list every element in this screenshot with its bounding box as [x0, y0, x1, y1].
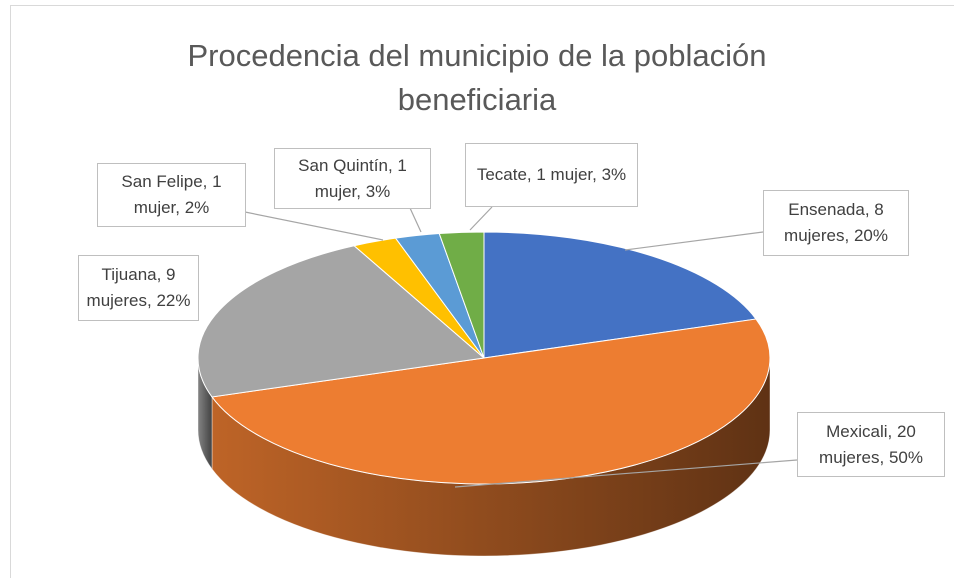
data-label: Tecate, 1 mujer, 3%	[465, 143, 638, 207]
chart-frame	[10, 5, 954, 578]
leader-line	[469, 206, 493, 231]
leader-line	[409, 207, 422, 233]
slice	[438, 231, 485, 359]
data-label: Ensenada, 8 mujeres, 20%	[763, 190, 909, 256]
leader-line	[454, 459, 798, 488]
leader-line	[624, 231, 764, 251]
leader-line	[244, 211, 384, 241]
data-label: Tijuana, 9 mujeres, 22%	[78, 255, 199, 321]
data-label: San Felipe, 1 mujer, 2%	[97, 163, 246, 227]
slice	[197, 245, 486, 398]
data-label: Mexicali, 20 mujeres, 50%	[797, 412, 945, 477]
slice	[483, 231, 757, 359]
data-label: San Quintín, 1 mujer, 3%	[274, 148, 431, 209]
chart-title: Procedencia del municipio de la població…	[187, 38, 767, 117]
